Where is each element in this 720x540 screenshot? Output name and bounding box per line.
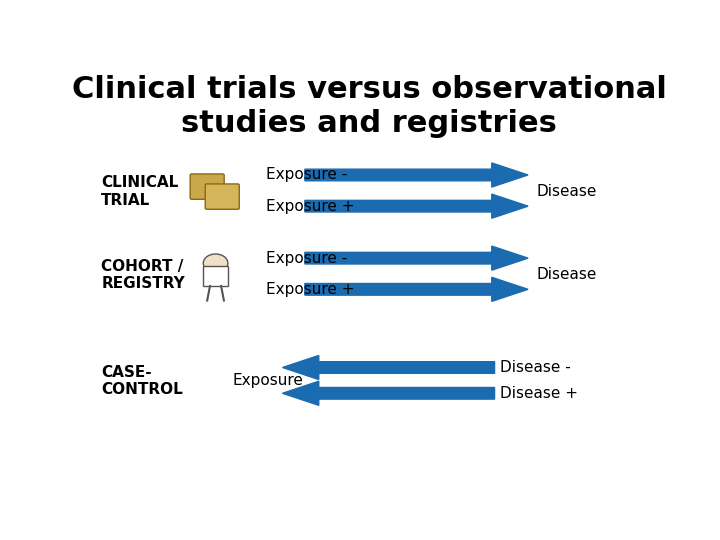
- Text: Disease: Disease: [536, 267, 597, 282]
- Text: Exposure -: Exposure -: [266, 251, 347, 266]
- Text: Exposure -: Exposure -: [266, 167, 347, 183]
- Text: Clinical trials versus observational
studies and registries: Clinical trials versus observational stu…: [71, 75, 667, 138]
- Text: Disease: Disease: [536, 184, 597, 199]
- FancyArrow shape: [305, 194, 528, 218]
- Text: Exposure +: Exposure +: [266, 199, 354, 214]
- Text: Exposure +: Exposure +: [266, 282, 354, 297]
- FancyArrow shape: [305, 277, 528, 301]
- Text: Disease -: Disease -: [500, 360, 571, 375]
- Text: CLINICAL
TRIAL: CLINICAL TRIAL: [101, 176, 179, 208]
- FancyArrow shape: [282, 381, 495, 406]
- FancyBboxPatch shape: [190, 174, 224, 199]
- Text: CASE-
CONTROL: CASE- CONTROL: [101, 364, 183, 397]
- FancyBboxPatch shape: [203, 266, 228, 286]
- Text: Exposure: Exposure: [233, 373, 303, 388]
- FancyArrow shape: [282, 355, 495, 380]
- Text: COHORT /
REGISTRY: COHORT / REGISTRY: [101, 259, 185, 291]
- FancyBboxPatch shape: [205, 184, 239, 210]
- Text: Disease +: Disease +: [500, 386, 578, 401]
- Circle shape: [203, 254, 228, 272]
- FancyArrow shape: [305, 163, 528, 187]
- FancyArrow shape: [305, 246, 528, 270]
